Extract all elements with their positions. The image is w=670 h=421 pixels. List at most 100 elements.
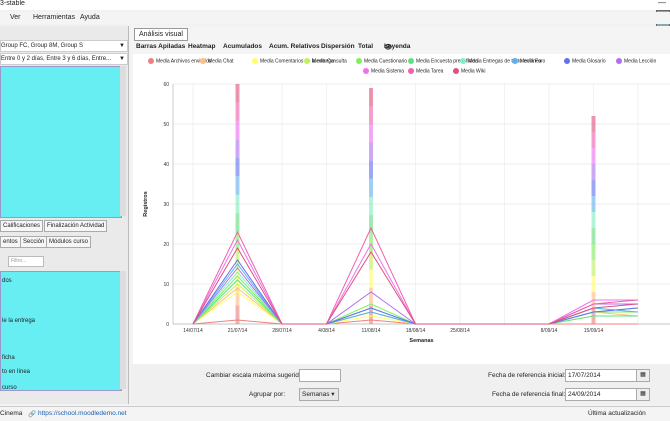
menu-herramientas[interactable]: Herramientas xyxy=(33,14,76,21)
tab-modulos-curso[interactable]: Módulos curso xyxy=(46,236,92,248)
module-list-scrollbar[interactable] xyxy=(120,271,126,389)
legend-label: Media Entregas de texto en línea xyxy=(468,58,542,65)
legend-dot xyxy=(148,58,154,64)
stacked-bar-segment xyxy=(591,260,596,276)
tab-heatmap[interactable]: Heatmap xyxy=(188,43,216,50)
days-combo[interactable]: Entre 0 y 2 días, Entre 3 y 6 días, Entr… xyxy=(0,53,128,65)
legend-item[interactable]: Media Consulta xyxy=(304,58,347,64)
menu-ver[interactable]: Ver xyxy=(10,14,21,21)
legend-item[interactable]: Media Encuesta predefinida xyxy=(408,58,478,64)
start-date-input[interactable]: 17/07/2014 xyxy=(565,369,637,382)
tabs-top: Calificaciones Finalización Actividad xyxy=(0,220,126,232)
stacked-bar-segment xyxy=(369,178,373,197)
legend-dot xyxy=(252,58,258,64)
tab-acum-relativos[interactable]: Acum. Relativos xyxy=(269,43,320,50)
stacked-bar-segment xyxy=(369,233,373,252)
scale-input[interactable] xyxy=(299,369,341,382)
server-link[interactable]: https://school.moodledemo.net xyxy=(38,410,127,417)
legend-item[interactable]: Media Glosario xyxy=(564,58,606,64)
legend-label: Media Cuestionario xyxy=(364,58,408,65)
legend-item[interactable]: Media Foro xyxy=(512,58,545,64)
chevron-down-icon: ▼ xyxy=(119,56,125,62)
tab-calificaciones[interactable]: Calificaciones xyxy=(0,220,44,232)
filter-input[interactable]: Filtro... xyxy=(8,256,44,267)
module-list[interactable]: dos le la entrega ficha to en línea curs… xyxy=(0,271,122,391)
stacked-bar-segment xyxy=(235,102,240,121)
status-bar: Cinema 🔗 https://school.moodledemo.net Ú… xyxy=(0,406,670,421)
legend-item[interactable]: Media Cuestionario xyxy=(356,58,407,64)
x-tick-label: 11/08/14 xyxy=(361,328,380,334)
legend-label: Media Chat xyxy=(208,58,234,65)
right-panel: Análisis visual Barras Apiladas Heatmap … xyxy=(131,26,670,404)
stacked-bar-segment xyxy=(235,120,240,140)
user-list-scrollbar[interactable] xyxy=(120,66,126,216)
chart-svg: 0 10 20 30 40 50 60 14/07/14 21/07/14 28/07/14 4/0… xyxy=(143,82,670,344)
legend-dot xyxy=(408,68,414,74)
tab-dispersion[interactable]: Dispersión xyxy=(321,43,355,50)
end-date-input[interactable]: 24/09/2014 xyxy=(565,388,637,401)
group-select-value: Semanas xyxy=(302,391,330,398)
stacked-bar-segment xyxy=(369,106,373,125)
legend-item[interactable]: Media Lección xyxy=(616,58,656,64)
x-tick-label: 25/08/14 xyxy=(450,328,470,334)
title-bar: 3-stable — xyxy=(0,0,670,10)
legend-label: Media Lección xyxy=(624,58,657,65)
tab-analisis-visual[interactable]: Análisis visual xyxy=(134,28,188,41)
stacked-bar-segment xyxy=(591,244,596,260)
stacked-bar-segment xyxy=(369,215,373,234)
stacked-bar-segment xyxy=(369,305,373,324)
minimize-button[interactable]: — xyxy=(658,0,666,7)
list-item[interactable]: to en línea xyxy=(2,369,31,375)
calendar-icon[interactable]: ▦ xyxy=(636,388,650,401)
list-item[interactable]: le la entrega xyxy=(2,318,36,324)
stacked-bar-segment xyxy=(369,251,373,270)
series-line xyxy=(192,247,639,325)
x-tick-label: 28/07/14 xyxy=(272,328,292,334)
legend-item[interactable]: Media Wiki xyxy=(453,68,485,74)
legend-dot xyxy=(408,58,414,64)
x-tick-label: 15/09/14 xyxy=(584,328,604,334)
tab-seccion[interactable]: Sección xyxy=(20,236,48,248)
stacked-bar-segment xyxy=(235,305,240,324)
x-tick-label: 21/07/14 xyxy=(228,328,248,334)
list-item[interactable]: ficha xyxy=(2,355,15,361)
x-tick-label: 4/08/14 xyxy=(318,328,335,334)
legend-item[interactable]: Media Entregas de texto en línea xyxy=(460,58,541,64)
legend-item[interactable]: Media Tarea xyxy=(408,68,443,74)
legend-item[interactable]: Media Archivos enviados xyxy=(148,58,211,64)
stacked-bar-segment xyxy=(591,164,596,180)
menu-bar: Ver Herramientas Ayuda xyxy=(0,12,670,24)
stacked-bar-segment xyxy=(235,268,240,288)
tab-barras-apiladas[interactable]: Barras Apiladas xyxy=(136,43,186,50)
legend-item[interactable]: Media Sistema xyxy=(363,68,404,74)
legend-dot xyxy=(616,58,622,64)
start-date-label: Fecha de referencia inicial: xyxy=(488,372,566,379)
chevron-down-icon: ▾ xyxy=(331,391,335,398)
user-list[interactable] xyxy=(0,66,122,218)
stacked-bar-segment xyxy=(369,142,373,161)
list-item[interactable]: curso xyxy=(2,385,17,391)
legend-item[interactable]: Media Comentarios de la entrega xyxy=(252,58,334,64)
y-tick-label: 0 xyxy=(166,322,169,328)
groups-combo[interactable]: Group FC, Group 8M, Group S ▼ xyxy=(0,40,128,52)
x-tick-label: 14/07/14 xyxy=(183,328,203,334)
tab-total[interactable]: Total xyxy=(358,43,374,50)
group-select[interactable]: Semanas ▾ xyxy=(299,388,339,401)
menu-ayuda[interactable]: Ayuda xyxy=(80,14,100,21)
calendar-icon[interactable]: ▦ xyxy=(636,369,650,382)
x-axis-label: Semanas xyxy=(409,338,433,344)
stacked-bar-segment xyxy=(369,269,373,288)
groups-combo-value: Group FC, Group 8M, Group S xyxy=(1,43,84,49)
legend-item[interactable]: Media Chat xyxy=(200,58,234,64)
end-date-label: Fecha de referencia final: xyxy=(492,391,566,398)
stacked-bar-segment xyxy=(591,196,596,212)
legend-dot xyxy=(460,58,466,64)
tab-acumulados[interactable]: Acumulados xyxy=(223,43,263,50)
tab-entos[interactable]: entos xyxy=(0,236,21,248)
legend-label: Media Sistema xyxy=(371,68,405,75)
stacked-bar-segment xyxy=(591,212,596,228)
legend-label: Media Comentarios de la entrega xyxy=(260,58,334,65)
y-tick-label: 20 xyxy=(163,242,169,248)
list-item[interactable]: dos xyxy=(2,278,12,284)
tab-finalizacion[interactable]: Finalización Actividad xyxy=(44,220,108,232)
